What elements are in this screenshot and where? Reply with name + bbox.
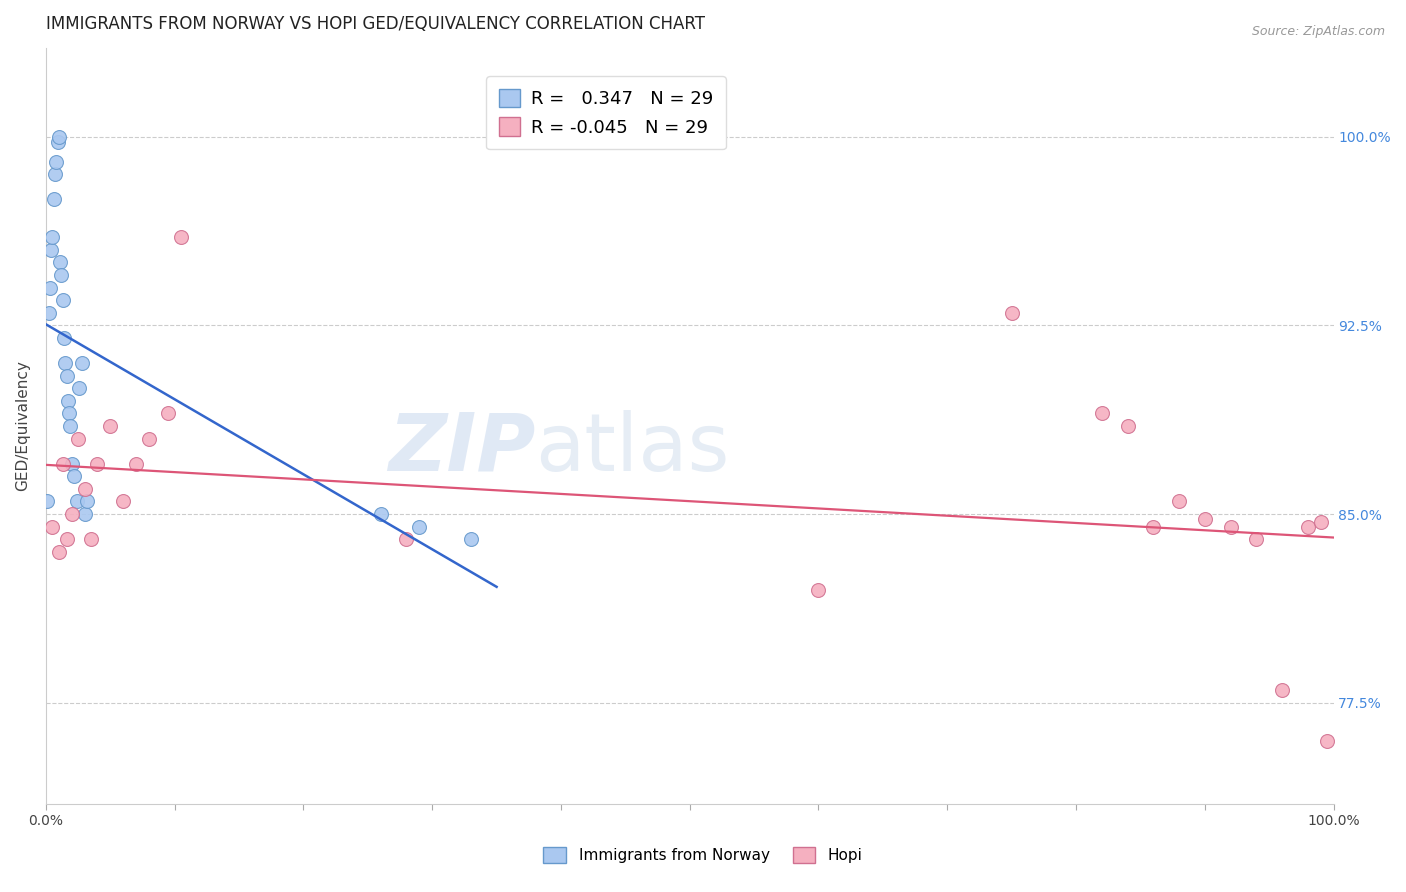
Point [1271,683,1294,698]
Point [49,255,72,269]
Point [53,356,76,370]
Point [1116,419,1139,434]
Y-axis label: GED/Equivalency: GED/Equivalency [15,360,30,491]
Point [44,167,66,181]
Point [1001,306,1024,320]
Point [73,507,96,521]
Point [53,331,76,345]
Point [80,533,103,547]
Point [69,381,91,395]
Point [86,457,108,471]
Text: ZIP: ZIP [388,409,536,488]
Point [41,230,63,244]
Point [60,457,83,471]
Point [112,494,135,508]
Text: Source: ZipAtlas.com: Source: ZipAtlas.com [1251,25,1385,38]
Point [66,494,89,508]
Point [63,469,86,483]
Point [370,507,392,521]
Point [125,457,148,471]
Point [1309,515,1331,529]
Point [70,356,93,370]
Point [38,280,60,294]
Point [1142,519,1164,533]
Point [51,268,73,282]
Text: IMMIGRANTS FROM NORWAY VS HOPI GED/EQUIVALENCY CORRELATION CHART: IMMIGRANTS FROM NORWAY VS HOPI GED/EQUIV… [46,15,704,33]
Point [1219,519,1241,533]
Point [1316,733,1339,747]
Point [42,193,65,207]
Point [48,545,70,559]
Point [52,457,75,471]
Point [1296,519,1319,533]
Point [98,419,121,434]
Legend: R =   0.347   N = 29, R = -0.045   N = 29: R = 0.347 N = 29, R = -0.045 N = 29 [486,77,725,149]
Point [38,306,60,320]
Point [157,406,180,420]
Point [55,533,77,547]
Point [1168,494,1191,508]
Point [48,129,70,144]
Text: atlas: atlas [536,409,730,488]
Point [59,419,82,434]
Point [170,230,193,244]
Point [45,154,67,169]
Point [46,135,69,149]
Point [37,494,59,508]
Point [56,393,79,408]
Point [1194,512,1216,526]
Point [408,519,430,533]
Point [67,432,90,446]
Point [73,482,96,496]
Point [395,533,418,547]
Point [460,533,482,547]
Legend: Immigrants from Norway, Hopi: Immigrants from Norway, Hopi [536,839,870,871]
Point [41,519,63,533]
Point [60,507,83,521]
Point [55,368,77,383]
Point [1091,406,1114,420]
Point [58,406,80,420]
Point [76,494,98,508]
Point [138,432,160,446]
Point [39,243,62,257]
Point [807,582,830,597]
Point [52,293,75,307]
Point [1246,533,1268,547]
